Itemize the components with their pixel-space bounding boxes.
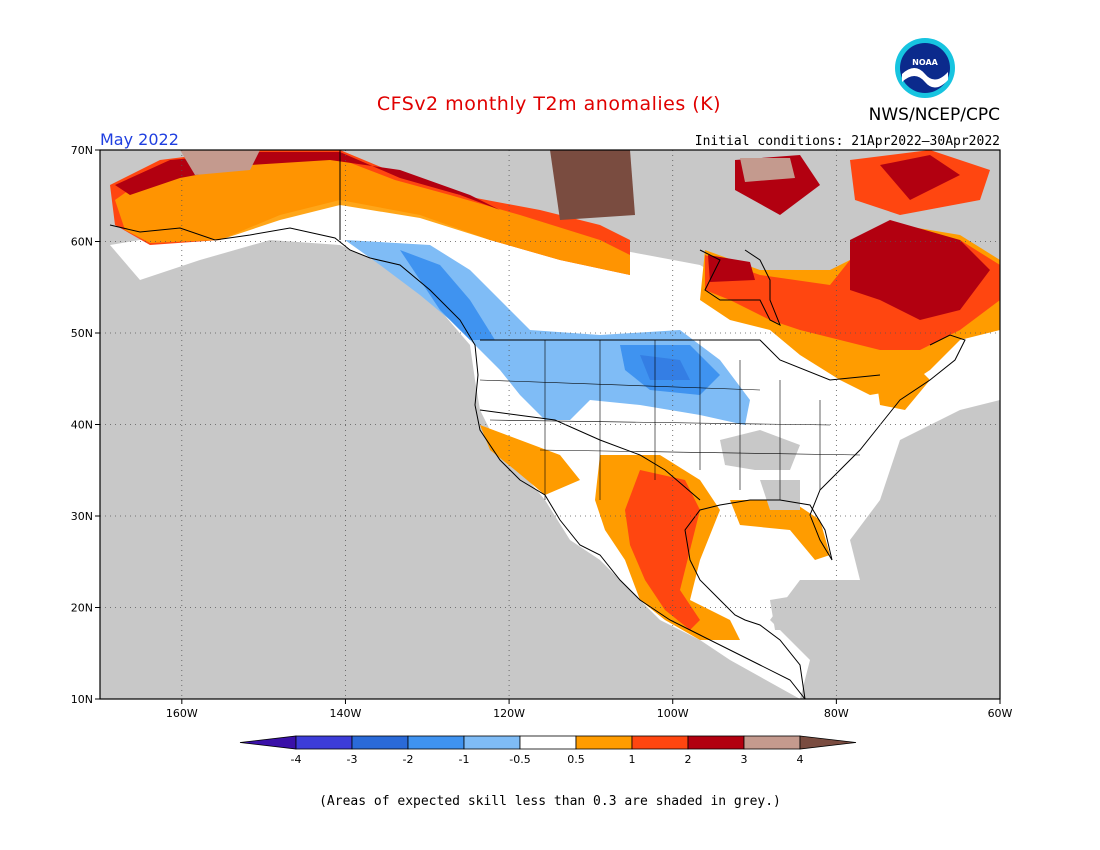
warm-texas-mexico (625, 470, 700, 630)
coastlines (109, 150, 966, 699)
colorbar-swatch (463, 735, 521, 750)
very-warm-arctic-east (740, 158, 795, 182)
us-canada-border (480, 339, 881, 381)
skill-footnote: (Areas of expected skill less than 0.3 a… (319, 794, 781, 809)
noaa-logo-core (900, 43, 950, 93)
lon-tick-label: 100W (657, 707, 689, 720)
colorbar-tick-label: -4 (291, 753, 302, 766)
colorbar-tick-label: -1 (459, 753, 470, 766)
noaa-logo: NOAA (895, 38, 955, 98)
slight-warm-new-england (875, 360, 930, 410)
lon-tick-label: 60W (988, 707, 1013, 720)
lon-tick-label: 120W (493, 707, 525, 720)
lat-tick-label: 70N (71, 144, 93, 157)
colorbar-swatch (575, 735, 633, 750)
strong-warm-greenland (880, 155, 960, 200)
colorbar-tick-label: 3 (741, 753, 748, 766)
very-warm-alaska (180, 150, 260, 175)
extreme-warm-arctic (550, 150, 635, 220)
strong-warm-quebec (850, 220, 990, 320)
cooler-bc (400, 250, 495, 340)
hudson-bay-coast (699, 249, 781, 327)
colorbar-tick-label: 0.5 (567, 753, 585, 766)
colorbar-swatch (407, 735, 465, 750)
initial-conditions: Initial conditions: 21Apr2022–30Apr2022 (695, 134, 1000, 149)
lat-tick-label: 20N (71, 602, 93, 615)
colorbar-tick-label: 4 (797, 753, 804, 766)
colorbar-arrow-high (799, 735, 857, 750)
lon-axis: 160W 140W 120W 100W 80W 60W (166, 699, 1013, 720)
forecast-month: May 2022 (100, 130, 179, 149)
lon-tick-label: 160W (166, 707, 198, 720)
slight-warm-alaska (115, 155, 630, 275)
colorbar-arrow-low (239, 735, 297, 750)
lon-tick-label: 140W (330, 707, 362, 720)
colorbar-swatch (743, 735, 801, 750)
colorbar-tick-label: -3 (347, 753, 358, 766)
figure-title: CFSv2 monthly T2m anomalies (K) (377, 93, 721, 115)
lon-tick-label: 80W (824, 707, 849, 720)
colorbar-swatch (295, 735, 353, 750)
colorbar-tick-label: -2 (403, 753, 414, 766)
map-panel (99, 149, 1001, 700)
strong-warm-hudson (708, 255, 755, 282)
low-skill-central-america (770, 595, 805, 630)
colorbar-swatch (687, 735, 745, 750)
colorbar: -4 -3 -2 -1 -0.5 0.5 1 2 3 4 (239, 735, 857, 766)
agency-label: NWS/NCEP/CPC (869, 105, 1000, 125)
lat-axis: 70N 60N 50N 40N 30N 20N 10N (71, 144, 100, 706)
lat-tick-label: 10N (71, 693, 93, 706)
slight-warm-gulf-coast (730, 500, 830, 560)
noaa-logo-text: NOAA (912, 58, 938, 67)
lat-tick-label: 60N (71, 236, 93, 249)
colorbar-tick-label: 1 (629, 753, 636, 766)
colorbar-tick-label: 2 (685, 753, 692, 766)
west-coastline (109, 224, 806, 699)
anomaly-shading (110, 150, 1000, 699)
lat-tick-label: 50N (71, 327, 93, 340)
coolest-plains (640, 355, 690, 380)
colorbar-swatch (519, 735, 577, 750)
colorbar-tick-label: -0.5 (509, 753, 530, 766)
noaa-logo-wave (902, 68, 948, 88)
east-coastline (684, 334, 966, 699)
colorbar-swatch (351, 735, 409, 750)
lat-tick-label: 30N (71, 510, 93, 523)
slight-warm-southwest (480, 425, 580, 495)
state-grid (479, 340, 861, 500)
lat-tick-label: 40N (71, 419, 93, 432)
us-mexico-border (479, 409, 701, 501)
colorbar-swatch (631, 735, 689, 750)
state-borders (479, 340, 861, 500)
graticule (100, 150, 1000, 699)
